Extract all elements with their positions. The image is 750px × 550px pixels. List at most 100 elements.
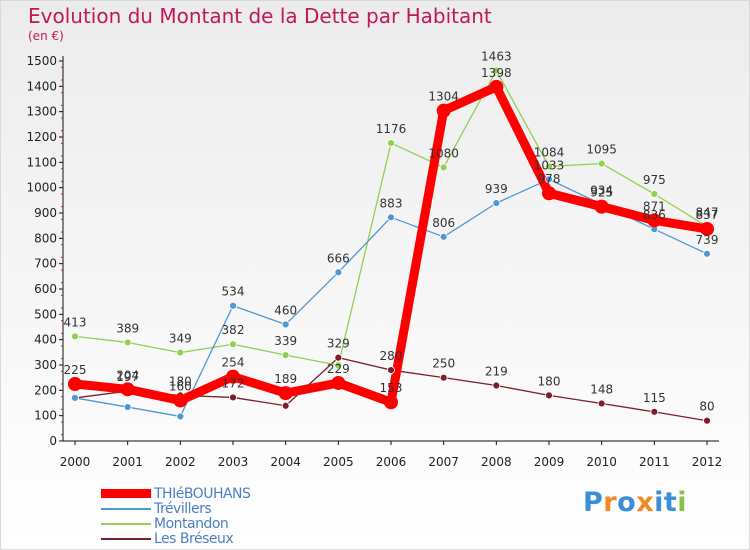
- data-labels: 197 180 172 329 280 250 219 180 148 115 80 413 389 34…: [64, 49, 719, 413]
- data-label: 250: [432, 357, 455, 371]
- y-tick-label: 300: [34, 358, 57, 372]
- logo-letter: t: [663, 487, 678, 518]
- data-point: [281, 351, 290, 360]
- data-point: [492, 199, 501, 208]
- data-point: [229, 393, 237, 402]
- data-point: [594, 199, 609, 214]
- data-label: 349: [169, 332, 192, 346]
- logo-letter: i: [677, 487, 688, 518]
- data-point: [597, 399, 606, 408]
- data-label: 339: [274, 334, 297, 348]
- y-tick-label: 500: [34, 307, 57, 321]
- data-point: [334, 361, 343, 370]
- data-point: [650, 190, 659, 198]
- legend-swatch: [101, 537, 151, 540]
- x-tick-label: 2012: [692, 455, 723, 469]
- legend-swatch: [101, 507, 151, 510]
- y-tick-label: 1200: [26, 130, 57, 144]
- x-tick-label: 2011: [639, 455, 670, 469]
- y-tick-label: 900: [34, 206, 57, 220]
- data-label: 836: [643, 208, 666, 222]
- y-tick-label: 1000: [26, 181, 57, 195]
- data-label: 806: [432, 216, 455, 230]
- data-point: [71, 394, 79, 402]
- data-label: 837: [696, 208, 719, 222]
- data-point: [68, 377, 82, 391]
- data-label: 153: [380, 381, 403, 395]
- data-point: [176, 348, 185, 357]
- data-label: 219: [485, 365, 508, 379]
- y-tick-label: 800: [34, 231, 57, 245]
- chart-subtitle: (en €): [28, 29, 64, 43]
- data-label: 975: [643, 173, 666, 187]
- data-label: 1033: [534, 158, 565, 172]
- data-point: [331, 375, 346, 390]
- data-label: 1398: [481, 66, 512, 80]
- y-tick-label: 100: [34, 409, 57, 423]
- data-label: 666: [327, 251, 350, 265]
- y-tick-label: 1300: [26, 105, 57, 119]
- data-label: 534: [222, 285, 245, 299]
- data-point: [492, 66, 501, 75]
- data-point: [703, 416, 711, 425]
- data-label: 229: [327, 362, 350, 376]
- proxiti-logo: Proxiti: [583, 487, 687, 518]
- data-label: 1084: [534, 145, 565, 159]
- data-point: [597, 159, 606, 168]
- data-point: [384, 395, 398, 410]
- data-label: 115: [643, 391, 666, 405]
- data-point: [542, 186, 556, 201]
- legend-label: THIéBOUHANS: [154, 485, 251, 502]
- data-label: 978: [538, 172, 561, 186]
- data-label: 254: [222, 356, 245, 370]
- data-label: 925: [590, 186, 613, 200]
- data-label: 739: [696, 233, 719, 247]
- y-tick-label: 1100: [26, 155, 57, 169]
- data-point: [176, 412, 185, 421]
- x-tick-label: 2006: [376, 455, 407, 469]
- data-point: [436, 103, 451, 118]
- data-label: 280: [380, 349, 403, 363]
- legend-item: Trévillers: [101, 501, 250, 517]
- data-point: [278, 386, 293, 401]
- x-tick-label: 2005: [323, 455, 354, 469]
- data-point: [281, 401, 290, 410]
- data-label: 1095: [586, 143, 617, 157]
- data-points: [68, 66, 714, 425]
- data-point: [281, 320, 290, 329]
- x-tick-label: 2008: [481, 455, 512, 469]
- data-point: [650, 407, 659, 416]
- data-point: [387, 213, 395, 222]
- data-label: 1176: [376, 122, 407, 136]
- data-point: [334, 268, 343, 277]
- data-point: [489, 79, 504, 94]
- data-point: [439, 373, 448, 382]
- legend: THIéBOUHANS Trévillers Montandon Les Bréseu…: [101, 485, 251, 547]
- data-point: [703, 249, 711, 258]
- data-label: 180: [169, 374, 192, 388]
- data-label: 382: [222, 323, 245, 337]
- data-point: [123, 403, 132, 411]
- data-point: [700, 221, 714, 236]
- data-label: 1304: [428, 90, 459, 104]
- logo-letter: r: [603, 487, 618, 518]
- y-tick-label: 700: [34, 257, 57, 271]
- data-label: 197: [116, 370, 139, 384]
- y-tick-label: 0: [49, 434, 57, 448]
- data-point: [226, 369, 240, 384]
- data-label: 180: [538, 374, 561, 388]
- legend-swatch: [101, 489, 151, 498]
- data-label: 871: [643, 199, 666, 213]
- data-point: [173, 393, 188, 408]
- data-label: 329: [327, 337, 350, 351]
- y-tick-label: 400: [34, 333, 57, 347]
- data-label: 204: [116, 368, 139, 382]
- data-point: [334, 353, 343, 362]
- data-label: 460: [274, 303, 297, 317]
- legend-item: Les Bréseux: [101, 531, 250, 547]
- data-point: [123, 338, 132, 347]
- x-tick-label: 2002: [165, 455, 196, 469]
- x-tick-label: 2009: [534, 455, 565, 469]
